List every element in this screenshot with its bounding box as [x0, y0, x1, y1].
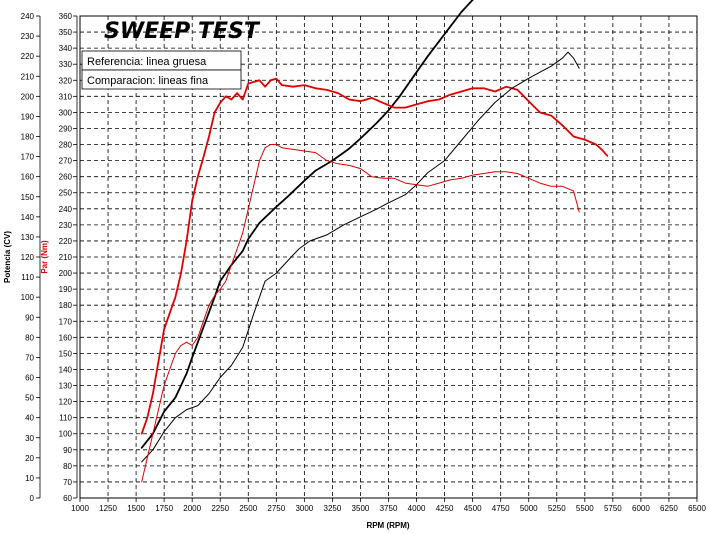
- rpm-axis: 1000 1250 1500 1750 2000 2250 2500 2750 3000 3250…: [71, 498, 706, 513]
- torque-tick-label: 280: [59, 141, 73, 150]
- power-tick-label: 80: [25, 333, 34, 342]
- torque-tick-label: 230: [59, 221, 73, 230]
- torque-tick-label: 260: [59, 173, 73, 182]
- rpm-tick-label: 5500: [576, 504, 594, 513]
- power-tick-label: 50: [25, 394, 34, 403]
- torque-tick-label: 180: [59, 301, 73, 310]
- torque-tick-label: 310: [59, 92, 73, 101]
- torque-thick-series-line: [140, 77, 609, 435]
- rpm-tick-label: 4000: [408, 504, 426, 513]
- torque-tick-label: 60: [63, 494, 72, 503]
- power-tick-label: 150: [21, 193, 35, 202]
- rpm-tick-label: 5250: [548, 504, 566, 513]
- rpm-tick-label: 2500: [239, 504, 257, 513]
- power-tick-label: 110: [21, 273, 34, 282]
- rpm-tick-label: 1250: [99, 504, 117, 513]
- torque-tick-label: 70: [63, 478, 72, 487]
- torque-tick-label: 100: [59, 430, 73, 439]
- series-layer: [140, 0, 609, 483]
- rpm-tick-label: 2250: [211, 504, 229, 513]
- power-thick-series-line: [140, 0, 474, 449]
- torque-tick-label: 210: [59, 253, 73, 262]
- rpm-tick-label: 3250: [324, 504, 342, 513]
- legend-entry-comparison-box: [81, 69, 242, 90]
- power-tick-label: 60: [25, 374, 34, 383]
- power-tick-label: 0: [30, 494, 35, 503]
- torque-tick-label: 250: [59, 189, 73, 198]
- power-tick-label: 90: [25, 313, 34, 322]
- torque-tick-label: 120: [59, 398, 73, 407]
- power-tick-label: 20: [25, 454, 34, 463]
- power-tick-label: 130: [21, 233, 35, 242]
- torque-tick-label: 270: [59, 157, 73, 166]
- torque-tick-label: 330: [59, 60, 73, 69]
- power-tick-label: 210: [21, 72, 35, 81]
- legend-entry-comparison: Comparacion: lineas fina: [87, 75, 209, 87]
- power-axis-title: Potencia (CV): [3, 231, 12, 283]
- power-tick-label: 70: [25, 353, 34, 362]
- torque-thin-series-line: [141, 144, 580, 483]
- rpm-tick-label: 1500: [127, 504, 145, 513]
- torque-tick-label: 110: [59, 414, 72, 423]
- power-thin-series-line: [141, 51, 580, 463]
- power-tick-label: 140: [21, 213, 35, 222]
- power-tick-label: 10: [25, 474, 34, 483]
- power-tick-label: 200: [21, 92, 35, 101]
- rpm-tick-label: 6500: [688, 504, 706, 513]
- torque-axis: 60 70 80 90 100 110 120 130 140 150 160 170 180 190 20…: [59, 12, 78, 503]
- torque-tick-label: 160: [59, 333, 73, 342]
- power-tick-label: 230: [21, 32, 35, 41]
- torque-tick-label: 220: [59, 237, 73, 246]
- torque-tick-label: 80: [63, 462, 72, 471]
- torque-tick-label: 290: [59, 124, 73, 133]
- rpm-tick-label: 1750: [155, 504, 173, 513]
- power-tick-label: 170: [21, 153, 35, 162]
- power-axis: 0 10 20 30 40 50 60 70 80 90 100 110 120 130 140 150 160…: [21, 12, 41, 503]
- torque-tick-label: 320: [59, 76, 73, 85]
- rpm-tick-label: 3500: [352, 504, 370, 513]
- rpm-tick-label: 4250: [436, 504, 454, 513]
- rpm-tick-label: 2750: [267, 504, 285, 513]
- torque-tick-label: 300: [59, 108, 73, 117]
- rpm-tick-label: 3750: [380, 504, 398, 513]
- rpm-tick-label: 6250: [660, 504, 678, 513]
- rpm-tick-label: 4500: [464, 504, 482, 513]
- torque-tick-label: 200: [59, 269, 73, 278]
- rpm-tick-label: 3000: [295, 504, 313, 513]
- torque-tick-label: 190: [59, 285, 73, 294]
- power-tick-label: 100: [21, 293, 35, 302]
- power-tick-label: 240: [21, 12, 35, 21]
- torque-tick-label: 140: [59, 365, 73, 374]
- rpm-axis-title: RPM (RPM): [366, 521, 409, 530]
- rpm-tick-label: 2000: [183, 504, 201, 513]
- torque-tick-label: 130: [59, 382, 73, 391]
- torque-tick-label: 360: [59, 12, 73, 21]
- rpm-tick-label: 5750: [604, 504, 622, 513]
- power-tick-label: 40: [25, 414, 34, 423]
- power-tick-label: 160: [21, 173, 35, 182]
- chart-title: SWEEP TEST: [104, 19, 261, 44]
- rpm-tick-label: 6000: [632, 504, 650, 513]
- torque-tick-label: 340: [59, 44, 73, 53]
- power-tick-label: 190: [21, 112, 35, 121]
- torque-axis-title: Par (Nm): [40, 240, 49, 274]
- power-tick-label: 180: [21, 133, 35, 142]
- torque-tick-label: 90: [63, 446, 72, 455]
- rpm-tick-label: 1000: [71, 504, 89, 513]
- torque-tick-label: 350: [59, 28, 73, 37]
- torque-tick-label: 150: [59, 349, 73, 358]
- power-tick-label: 120: [21, 253, 35, 262]
- rpm-tick-label: 4750: [492, 504, 510, 513]
- rpm-tick-label: 5000: [520, 504, 538, 513]
- power-tick-label: 30: [25, 434, 34, 443]
- power-tick-label: 220: [21, 52, 35, 61]
- legend: Referencia: linea gruesa Comparacion: li…: [81, 50, 242, 90]
- grid-layer: [80, 16, 697, 498]
- torque-tick-label: 170: [59, 317, 73, 326]
- torque-tick-label: 240: [59, 205, 73, 214]
- legend-entry-reference: Referencia: linea gruesa: [87, 56, 207, 68]
